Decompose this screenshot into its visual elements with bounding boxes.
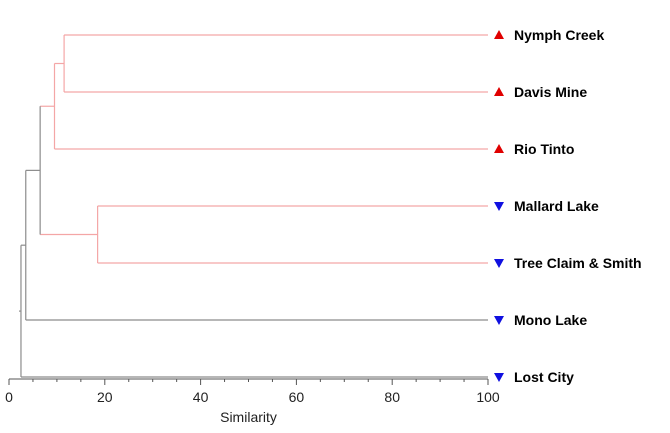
leaf-labels: Nymph Creek Davis Mine Rio Tinto Mallard La… bbox=[514, 27, 642, 385]
tick-label-0: 0 bbox=[5, 389, 13, 405]
leaf-label-2: Rio Tinto bbox=[514, 141, 574, 157]
x-axis-title: Similarity bbox=[220, 409, 277, 425]
leaf-marker-1 bbox=[494, 87, 504, 96]
leaf-markers bbox=[494, 30, 504, 382]
leaf-label-3: Mallard Lake bbox=[514, 198, 599, 214]
tick-label-100: 100 bbox=[476, 389, 500, 405]
leaf-label-5: Mono Lake bbox=[514, 312, 587, 328]
leaf-marker-2 bbox=[494, 144, 504, 153]
x-axis: 0 20 40 60 80 100 Similarity bbox=[5, 378, 500, 425]
tick-label-20: 20 bbox=[97, 389, 113, 405]
leaf-marker-0 bbox=[494, 30, 504, 39]
leaf-label-0: Nymph Creek bbox=[514, 27, 604, 43]
leaf-marker-5 bbox=[494, 316, 504, 325]
leaf-marker-3 bbox=[494, 202, 504, 211]
tick-label-40: 40 bbox=[193, 389, 209, 405]
leaf-label-6: Lost City bbox=[514, 369, 574, 385]
x-axis-ticks: 0 20 40 60 80 100 bbox=[5, 379, 500, 405]
tick-label-80: 80 bbox=[384, 389, 400, 405]
leaf-label-1: Davis Mine bbox=[514, 84, 587, 100]
leaf-marker-4 bbox=[494, 259, 504, 268]
dendrogram-tree bbox=[19, 34, 488, 378]
leaf-marker-6 bbox=[494, 373, 504, 382]
tick-label-60: 60 bbox=[289, 389, 305, 405]
leaf-label-4: Tree Claim & Smith bbox=[514, 255, 642, 271]
